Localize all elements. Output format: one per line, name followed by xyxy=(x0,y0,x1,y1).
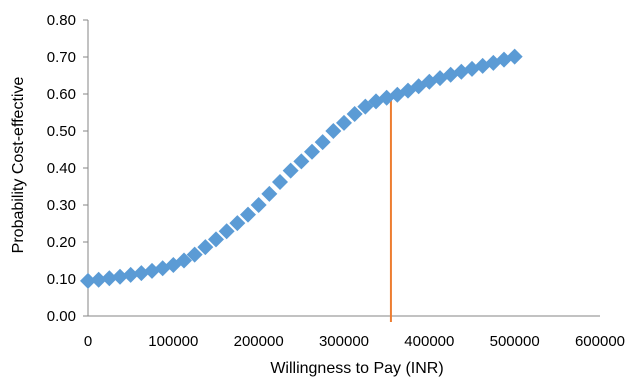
data-point-diamond xyxy=(506,48,523,65)
data-point-diamond xyxy=(218,223,235,240)
y-tick-label: 0.60 xyxy=(47,86,76,103)
data-point-diamond xyxy=(336,114,352,131)
data-point-diamond xyxy=(293,153,310,170)
y-tick-label: 0.40 xyxy=(47,160,76,177)
y-tick-label: 0.00 xyxy=(47,308,76,325)
axes xyxy=(83,19,600,317)
y-tick-label: 0.10 xyxy=(47,271,76,288)
data-point-diamond xyxy=(229,215,246,232)
y-tick-label: 0.50 xyxy=(47,123,76,140)
series-points xyxy=(80,48,523,289)
data-point-diamond xyxy=(272,174,288,191)
x-tick-label: 400000 xyxy=(404,333,454,350)
data-point-diamond xyxy=(112,268,128,285)
data-point-diamond xyxy=(101,270,118,287)
data-point-diamond xyxy=(282,162,299,179)
data-point-diamond xyxy=(464,60,480,77)
x-tick-label: 200000 xyxy=(234,333,284,350)
data-point-diamond xyxy=(197,239,214,256)
data-point-diamond xyxy=(250,197,267,213)
data-point-diamond xyxy=(314,134,331,151)
data-point-diamond xyxy=(261,185,278,202)
data-point-diamond xyxy=(176,252,192,269)
x-tick-label: 300000 xyxy=(319,333,369,350)
data-point-diamond xyxy=(208,231,224,248)
x-tick-label: 0 xyxy=(84,333,92,350)
x-tick-label: 100000 xyxy=(148,333,198,350)
x-tick-label: 600000 xyxy=(575,333,625,350)
x-axis-label: Willingness to Pay (INR) xyxy=(270,360,443,377)
data-point-diamond xyxy=(325,123,342,139)
data-point-diamond xyxy=(186,246,203,263)
data-point-diamond xyxy=(133,265,150,282)
y-axis-label: Probability Cost-effective xyxy=(10,77,27,254)
x-tick-label: 500000 xyxy=(490,333,540,350)
data-point-diamond xyxy=(80,272,96,289)
data-point-diamond xyxy=(304,143,320,160)
data-point-diamond xyxy=(122,266,139,283)
y-tick-label: 0.80 xyxy=(47,12,76,29)
y-tick-label: 0.30 xyxy=(47,197,76,214)
data-point-diamond xyxy=(240,206,256,223)
data-point-diamond xyxy=(144,262,160,279)
tick-labels: 0.00 0.10 0.20 0.30 0.40 0.50 0.60 0.70 0.80 0 100… xyxy=(47,12,625,350)
y-tick-label: 0.70 xyxy=(47,49,76,66)
data-point-diamond xyxy=(90,271,107,288)
y-tick-label: 0.20 xyxy=(47,234,76,251)
data-point-diamond xyxy=(346,105,363,122)
